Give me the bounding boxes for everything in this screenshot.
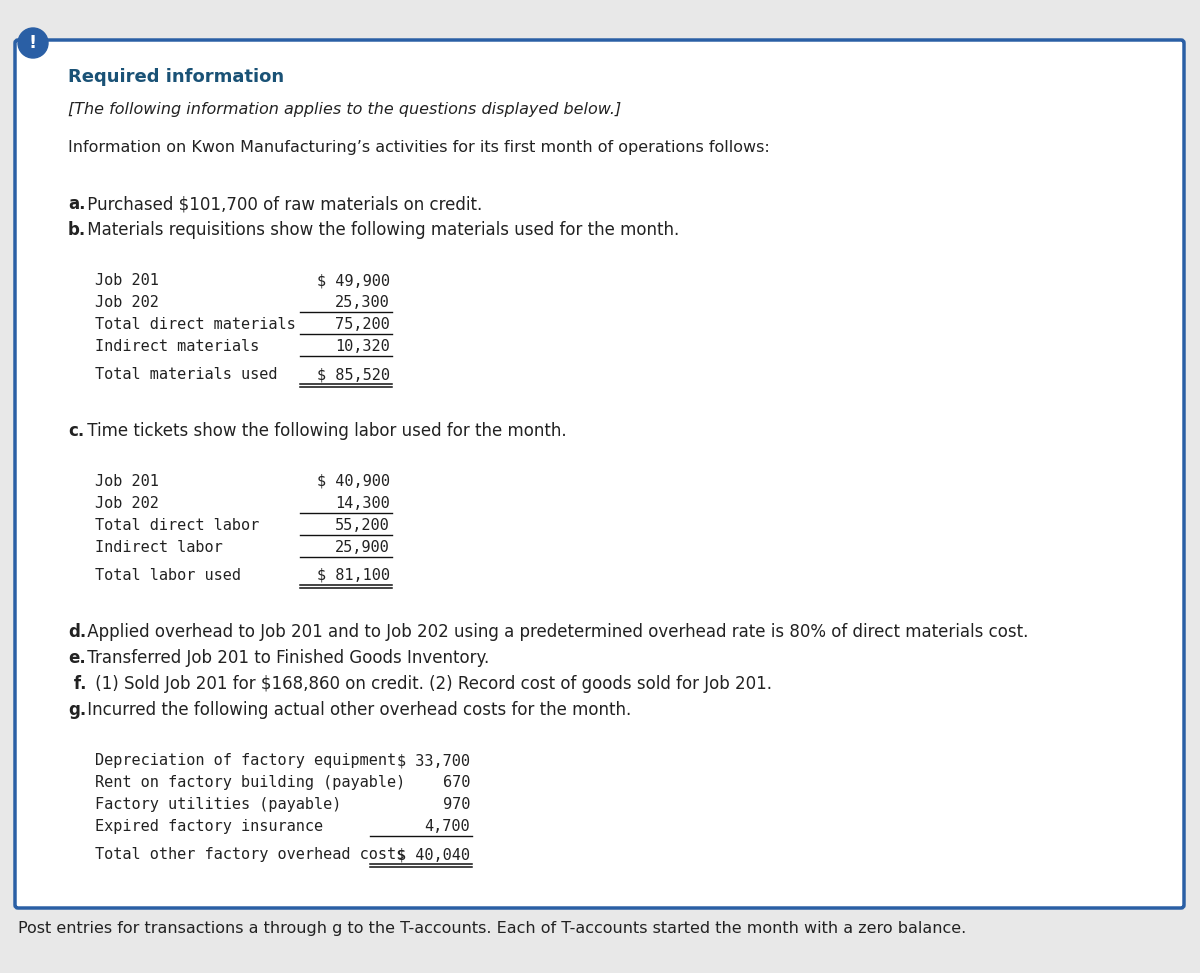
Text: Incurred the following actual other overhead costs for the month.: Incurred the following actual other over… [82, 701, 631, 719]
Text: Factory utilities (payable): Factory utilities (payable) [95, 797, 341, 812]
Text: $ 40,900: $ 40,900 [317, 474, 390, 489]
Text: Total other factory overhead costs: Total other factory overhead costs [95, 847, 406, 862]
Text: d.: d. [68, 623, 86, 641]
Text: $ 85,520: $ 85,520 [317, 367, 390, 382]
Text: Post entries for transactions a through g to the T-accounts. Each of T-accounts : Post entries for transactions a through … [18, 921, 966, 936]
Text: 970: 970 [443, 797, 470, 812]
Text: 55,200: 55,200 [335, 518, 390, 533]
Text: 75,200: 75,200 [335, 317, 390, 332]
Text: 10,320: 10,320 [335, 339, 390, 354]
Text: Total labor used: Total labor used [95, 568, 241, 583]
Text: Job 201: Job 201 [95, 273, 158, 288]
Text: $ 49,900: $ 49,900 [317, 273, 390, 288]
Text: [The following information applies to the questions displayed below.]: [The following information applies to th… [68, 102, 622, 117]
Text: 25,900: 25,900 [335, 540, 390, 555]
Text: Applied overhead to Job 201 and to Job 202 using a predetermined overhead rate i: Applied overhead to Job 201 and to Job 2… [82, 623, 1028, 641]
Text: !: ! [29, 34, 37, 52]
Text: 670: 670 [443, 775, 470, 790]
Text: Total materials used: Total materials used [95, 367, 277, 382]
Text: Job 201: Job 201 [95, 474, 158, 489]
Text: a.: a. [68, 195, 85, 213]
Text: Rent on factory building (payable): Rent on factory building (payable) [95, 775, 406, 790]
Text: Depreciation of factory equipment: Depreciation of factory equipment [95, 753, 396, 768]
Text: $ 33,700: $ 33,700 [397, 753, 470, 768]
Text: Expired factory insurance: Expired factory insurance [95, 819, 323, 834]
Text: 4,700: 4,700 [425, 819, 470, 834]
Text: Job 202: Job 202 [95, 496, 158, 511]
Text: b.: b. [68, 221, 86, 239]
Text: $ 40,040: $ 40,040 [397, 847, 470, 862]
Text: $ 81,100: $ 81,100 [317, 568, 390, 583]
Text: Purchased $101,700 of raw materials on credit.: Purchased $101,700 of raw materials on c… [82, 195, 482, 213]
Text: 14,300: 14,300 [335, 496, 390, 511]
Text: (1) Sold Job 201 for $168,860 on credit. (2) Record cost of goods sold for Job 2: (1) Sold Job 201 for $168,860 on credit.… [90, 675, 772, 693]
Text: Materials requisitions show the following materials used for the month.: Materials requisitions show the followin… [82, 221, 679, 239]
FancyBboxPatch shape [14, 40, 1184, 908]
Text: Information on Kwon Manufacturing’s activities for its first month of operations: Information on Kwon Manufacturing’s acti… [68, 140, 769, 155]
Text: e.: e. [68, 649, 85, 667]
Text: 25,300: 25,300 [335, 295, 390, 310]
Text: Job 202: Job 202 [95, 295, 158, 310]
Text: Total direct labor: Total direct labor [95, 518, 259, 533]
Circle shape [18, 28, 48, 58]
Text: Indirect materials: Indirect materials [95, 339, 259, 354]
Text: Transferred Job 201 to Finished Goods Inventory.: Transferred Job 201 to Finished Goods In… [82, 649, 490, 667]
Text: Indirect labor: Indirect labor [95, 540, 223, 555]
Text: g.: g. [68, 701, 86, 719]
Text: c.: c. [68, 422, 84, 440]
Text: Time tickets show the following labor used for the month.: Time tickets show the following labor us… [82, 422, 566, 440]
Text: f.: f. [68, 675, 86, 693]
Text: Total direct materials: Total direct materials [95, 317, 295, 332]
Text: Required information: Required information [68, 68, 284, 86]
